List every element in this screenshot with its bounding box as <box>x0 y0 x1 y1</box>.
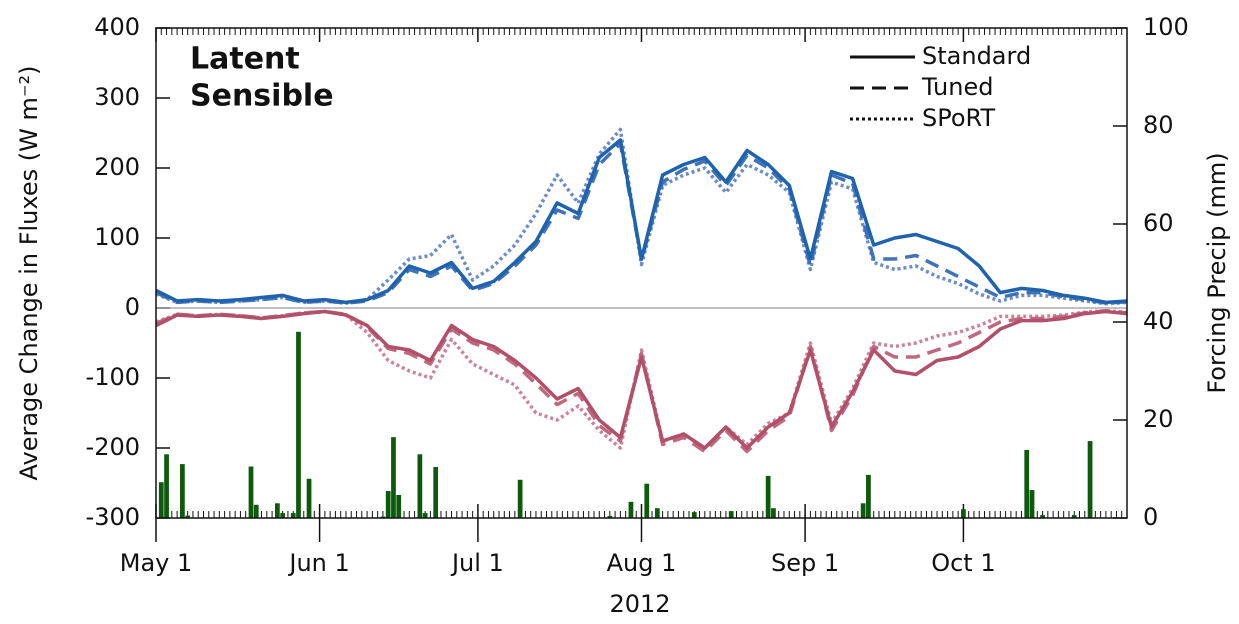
precip-bar <box>417 454 423 518</box>
precip-bar <box>771 508 776 518</box>
plot-frame <box>155 27 1128 519</box>
precip-bar <box>1029 490 1035 518</box>
y-tick-label: 0 <box>125 293 140 321</box>
x-tick-label: May 1 <box>120 549 193 577</box>
precip-bar <box>517 479 523 518</box>
precip-bar <box>607 516 613 518</box>
x-tick-label: Jun 1 <box>287 549 349 577</box>
y2-tick-label: 100 <box>1143 13 1189 41</box>
y-tick-label: -200 <box>86 433 140 461</box>
precip-bar <box>1040 515 1045 518</box>
precip-bar <box>765 475 771 518</box>
legend-label: Sensible <box>190 79 334 114</box>
precip-bar <box>644 483 650 518</box>
legend-label: Tuned <box>921 73 993 101</box>
x-tick-label: Oct 1 <box>931 549 995 577</box>
precip-bar <box>164 454 169 518</box>
y2-tick-label: 20 <box>1143 405 1174 433</box>
precip-bar <box>253 504 259 518</box>
flux-line <box>155 309 1128 450</box>
legend-label: SPoRT <box>922 104 995 132</box>
y-axis-label: Average Change in Fluxes (W m⁻²) <box>15 65 43 480</box>
precip-bar <box>280 513 286 518</box>
legend-label: Standard <box>922 42 1031 70</box>
y2-tick-label: 60 <box>1143 209 1174 237</box>
legend-label: Latent <box>190 42 300 77</box>
y2-tick-label: 0 <box>1143 503 1158 531</box>
precip-bar <box>1071 515 1077 518</box>
precip-bar <box>385 491 391 518</box>
precip-bar <box>248 466 254 518</box>
x-tick-label: Jul 1 <box>450 549 504 577</box>
precip-bar <box>185 515 191 518</box>
precip-bar <box>290 513 296 518</box>
precip-bar <box>691 512 697 518</box>
precip-bar <box>158 482 164 518</box>
precip-bar <box>391 437 396 518</box>
y-tick-label: -300 <box>86 503 140 531</box>
precip-bar <box>180 464 185 518</box>
y2-tick-label: 40 <box>1143 307 1174 335</box>
precip-bar <box>275 503 280 518</box>
x-tick-label: Aug 1 <box>607 549 677 577</box>
precip-bar <box>1087 441 1093 518</box>
y2-axis-label: Forcing Precip (mm) <box>1203 152 1231 393</box>
precip-bar <box>628 501 634 518</box>
y-tick-label: 200 <box>94 153 140 181</box>
flux-line <box>155 138 1128 305</box>
y2-tick-label: 80 <box>1143 111 1174 139</box>
precip-bar <box>296 331 301 518</box>
precip-bar <box>422 513 428 518</box>
precip-bar <box>1024 449 1030 518</box>
precip-bar <box>433 467 439 518</box>
flux-line <box>155 309 1128 450</box>
precip-bar <box>860 503 866 518</box>
flux-line <box>155 127 1128 306</box>
flux-line <box>155 141 1128 305</box>
y-tick-label: 400 <box>94 13 140 41</box>
precip-bar <box>961 509 966 518</box>
precip-bar <box>306 478 312 518</box>
y-tick-label: -100 <box>86 363 140 391</box>
y-tick-label: 300 <box>94 83 140 111</box>
precip-bar <box>866 474 871 518</box>
precip-bar <box>654 508 660 518</box>
precip-bar <box>396 494 402 518</box>
precip-bar <box>728 511 734 518</box>
x-axis-label: 2012 <box>609 590 670 618</box>
x-tick-label: Sep 1 <box>771 549 839 577</box>
flux-line <box>155 309 1128 454</box>
y-tick-label: 100 <box>94 223 140 251</box>
